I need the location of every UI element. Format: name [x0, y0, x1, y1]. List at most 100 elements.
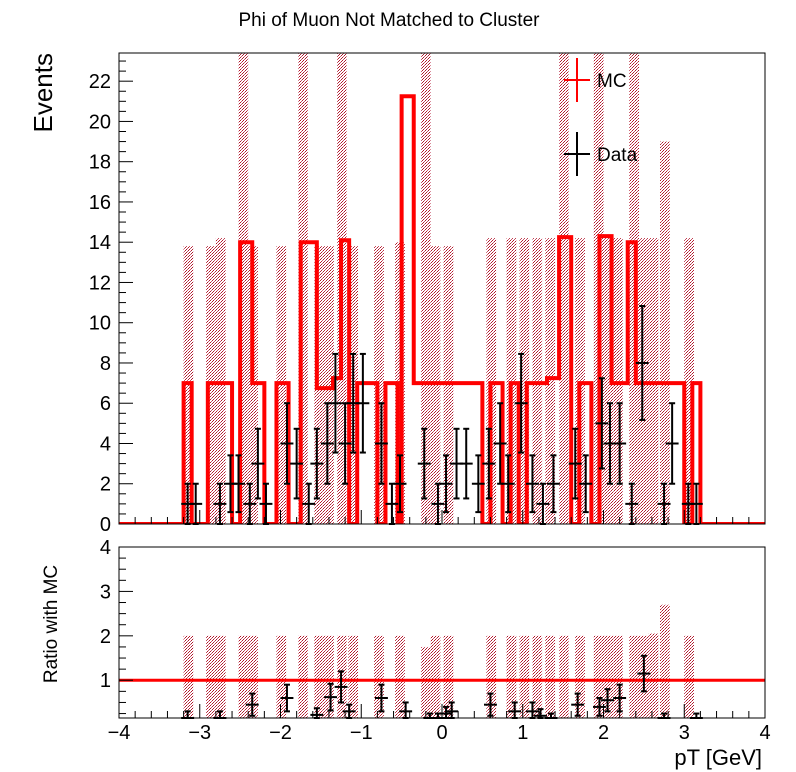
ratio-point [324, 682, 338, 712]
y-tick-label: 6 [100, 393, 111, 415]
data-point [439, 454, 453, 514]
ratio-uncertainty-band [206, 635, 216, 718]
mc-uncertainty-band [324, 246, 334, 524]
mc-uncertainty-band [559, 53, 569, 524]
mc-uncertainty-band [486, 238, 497, 524]
ratio-uncertainty-band [183, 635, 194, 718]
data-point [310, 427, 324, 500]
mc-uncertainty-band [660, 141, 670, 524]
ratio-uncertainty-band [545, 635, 556, 718]
ratio-uncertainty-band [443, 635, 454, 718]
mc-uncertainty-band [430, 246, 441, 524]
data-point [374, 402, 388, 485]
mc-uncertainty-band [238, 53, 249, 524]
legend-entry-mc: MC [564, 58, 627, 102]
x-tick-label: −2 [269, 722, 292, 744]
y-tick-label: 2 [100, 474, 111, 496]
data-point [471, 454, 485, 514]
data-point [459, 427, 473, 500]
y-tick-label: 20 [89, 111, 111, 133]
data-point [328, 352, 342, 454]
data-point [514, 352, 528, 454]
data-point [338, 402, 352, 485]
data-point [493, 402, 507, 485]
ratio-uncertainty-band [593, 635, 604, 718]
ratio-uncertainty-band [298, 635, 308, 718]
data-point [356, 352, 370, 454]
y-tick-label: 10 [89, 313, 111, 335]
mc-uncertainty-band [613, 238, 623, 524]
ratio-y-tick-label: 3 [100, 581, 111, 603]
mc-uncertainty-band [276, 246, 287, 524]
ratio-point [601, 688, 614, 713]
ratio-uncertainty-band [629, 635, 640, 718]
x-tick-label: 1 [517, 722, 528, 744]
main-plot: 0 2 4 6 8 10 12 14 16 18 20 22 Events [28, 52, 766, 536]
ratio-uncertainty-band [532, 635, 543, 718]
ratio-uncertainty-band [348, 635, 359, 718]
ratio-uncertainty-band [248, 635, 258, 718]
ratio-uncertainty-band [603, 635, 614, 718]
chart-title: Phi of Muon Not Matched to Cluster [239, 10, 541, 31]
ratio-uncertainty-band [395, 635, 405, 718]
ratio-uncertainty-band [324, 635, 334, 718]
ratio-plot: 1 2 3 4 −4 −3 −2 −1 0 1 2 3 4 Ratio with MC pT [GeV… [41, 537, 771, 770]
x-tick-label: 3 [679, 722, 690, 744]
mc-uncertainty-band [421, 53, 431, 524]
data-point [635, 305, 649, 421]
ratio-uncertainty-band [684, 635, 694, 718]
ratio-uncertainty-band [613, 635, 623, 718]
y-tick-label: 16 [89, 192, 111, 214]
data-point [417, 427, 431, 500]
ratio-point [245, 692, 259, 717]
data-point [525, 454, 539, 514]
mc-uncertainty-band [506, 238, 517, 524]
y-tick-label: 14 [89, 232, 111, 254]
ratio-uncertainty-band [506, 635, 517, 718]
legend: MC Data [564, 58, 638, 176]
data-point [568, 427, 582, 500]
ratio-uncertainty-band [238, 635, 249, 718]
ratio-uncertainty-band [660, 604, 670, 718]
data-point [251, 427, 265, 500]
y-tick-label: 22 [89, 71, 111, 93]
mc-uncertainty-band [684, 238, 694, 524]
ratio-y-axis-label: Ratio with MC [41, 565, 62, 683]
mc-uncertainty-band [298, 53, 308, 524]
mc-histogram-line [119, 94, 765, 524]
mc-uncertainty-band [314, 246, 325, 524]
x-tick-label: 4 [759, 722, 770, 744]
ratio-uncertainty-band [314, 635, 325, 718]
mc-uncertainty-band [206, 246, 216, 524]
data-point [595, 377, 609, 470]
legend-label-data: Data [597, 145, 638, 166]
data-point [393, 454, 407, 514]
ratio-point [280, 683, 294, 713]
ratio-y-tick-label: 4 [100, 537, 111, 559]
x-tick-label: 2 [598, 722, 609, 744]
y-tick-label: 12 [89, 272, 111, 294]
mc-uncertainty-band [443, 246, 454, 524]
ratio-uncertainty-band [276, 635, 287, 718]
ratio-uncertainty-band [486, 635, 497, 718]
x-tick-label: −3 [188, 722, 211, 744]
x-tick-label: −1 [350, 722, 373, 744]
x-axis-label: pT [GeV] [674, 745, 762, 770]
ratio-uncertainty-band [430, 635, 441, 718]
data-point [482, 427, 496, 500]
ratio-point [593, 697, 606, 717]
data-point [290, 427, 304, 500]
ratio-uncertainty-band [559, 635, 569, 718]
ratio-uncertainty-band [421, 646, 431, 718]
mc-uncertainty-band [575, 238, 585, 524]
y-tick-label: 18 [89, 152, 111, 174]
ratio-y-tick-label: 1 [100, 670, 111, 692]
data-point [579, 454, 593, 514]
y-axis-label: Events [28, 53, 58, 133]
data-point [501, 454, 515, 514]
ratio-uncertainty-band [374, 635, 384, 718]
data-point [280, 402, 294, 485]
ratio-uncertainty-band [648, 633, 659, 718]
x-tick-label: −4 [108, 722, 131, 744]
mc-uncertainty-band [648, 238, 659, 524]
